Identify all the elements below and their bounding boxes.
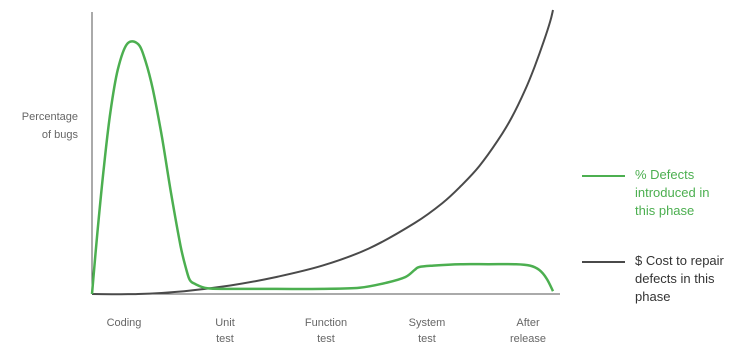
x-tick-text: test [418, 333, 436, 345]
legend-label-line: introduced in [635, 185, 710, 200]
legend-label-line: defects in this [635, 271, 715, 286]
x-tick-label-system-test: System test [387, 315, 467, 347]
legend-item-cost: $ Cost to repair defects in this phase [582, 252, 732, 312]
y-axis-label: Percentage of bugs [0, 108, 78, 144]
x-tick-text: Coding [106, 317, 142, 329]
y-axis-label-line: Percentage [21, 111, 78, 123]
legend-label-defects: % Defects introduced in this phase [635, 166, 735, 220]
x-tick-label-function-test: Function test [286, 315, 366, 347]
x-tick-text: Function [304, 317, 348, 329]
legend-label-line: this phase [635, 203, 695, 218]
x-tick-label-after-release: After release [488, 315, 568, 347]
x-tick-label-coding: Coding [84, 315, 164, 331]
legend-label-line: $ Cost to repair [635, 253, 724, 268]
x-tick-text: After [516, 317, 540, 329]
series-line-defects-introduced [90, 40, 555, 295]
y-axis-label-line: of bugs [41, 129, 78, 141]
x-tick-text: test [317, 333, 335, 345]
legend-label-cost: $ Cost to repair defects in this phase [635, 252, 735, 306]
x-tick-text: release [509, 333, 547, 345]
legend-item-defects: % Defects introduced in this phase [582, 166, 732, 226]
x-tick-label-unit-test: Unit test [185, 315, 265, 347]
legend-label-line: phase [635, 289, 671, 304]
series-line-cost-to-repair [91, 9, 554, 296]
legend-label-line: % Defects [635, 167, 695, 182]
x-tick-text: Unit [215, 317, 235, 329]
x-tick-text: System [408, 317, 446, 329]
legend-swatch-cost [582, 261, 625, 263]
legend-swatch-defects [582, 175, 625, 177]
x-tick-text: test [216, 333, 234, 345]
